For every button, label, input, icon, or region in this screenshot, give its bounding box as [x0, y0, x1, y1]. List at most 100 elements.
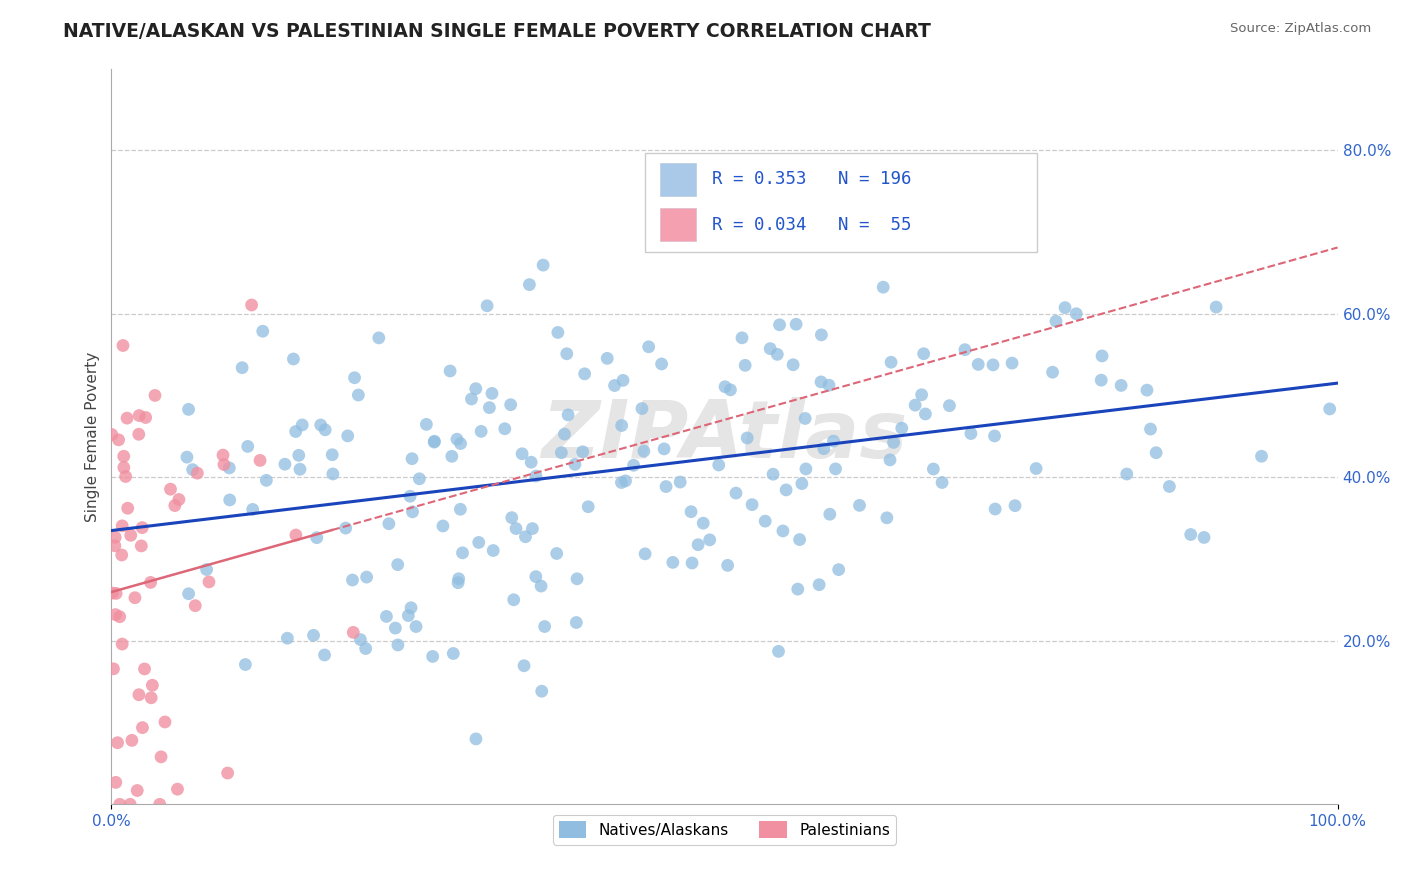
Point — [254, 473, 277, 487]
Point — [478, 401, 501, 415]
Y-axis label: Single Female Poverty: Single Female Poverty — [86, 351, 100, 522]
Point — [167, 492, 190, 507]
Point — [880, 355, 903, 369]
Point — [104, 530, 127, 544]
Point — [872, 280, 894, 294]
Point — [810, 375, 832, 389]
Point — [231, 360, 253, 375]
Point — [565, 615, 588, 630]
Point — [108, 797, 131, 812]
Text: ZIPAtlas: ZIPAtlas — [541, 398, 908, 475]
Point — [107, 433, 129, 447]
Point — [692, 516, 714, 531]
Point — [181, 462, 204, 476]
Point — [1025, 461, 1047, 475]
Point — [735, 431, 758, 445]
Point — [343, 370, 366, 384]
Point — [236, 439, 259, 453]
Point — [610, 418, 633, 433]
Point — [104, 775, 127, 789]
Point — [876, 511, 898, 525]
Text: R = 0.353   N = 196: R = 0.353 N = 196 — [713, 169, 911, 188]
Point — [662, 555, 685, 569]
Point — [150, 749, 173, 764]
Point — [1004, 499, 1026, 513]
Point — [688, 538, 710, 552]
Point — [465, 731, 488, 746]
Point — [818, 378, 841, 392]
Point — [198, 574, 221, 589]
Point — [249, 453, 271, 467]
Point — [342, 573, 364, 587]
Point — [818, 507, 841, 521]
Point — [399, 600, 422, 615]
Point — [460, 392, 482, 406]
Point — [112, 460, 135, 475]
Point — [127, 783, 149, 797]
FancyBboxPatch shape — [659, 162, 696, 196]
Point — [522, 522, 544, 536]
Point — [415, 417, 437, 432]
Point — [571, 444, 593, 458]
Point — [314, 648, 336, 662]
Point — [135, 410, 157, 425]
Point — [879, 453, 901, 467]
Point — [284, 425, 307, 439]
Point — [1144, 446, 1167, 460]
Point — [475, 299, 498, 313]
Point — [449, 502, 471, 516]
Point — [717, 558, 740, 573]
Point — [336, 429, 359, 443]
Point — [1115, 467, 1137, 481]
Point — [124, 591, 146, 605]
Point — [890, 421, 912, 435]
Point — [120, 797, 142, 812]
Point — [347, 388, 370, 402]
Point — [111, 338, 134, 352]
Point — [439, 364, 461, 378]
Point — [235, 657, 257, 672]
Point — [128, 409, 150, 423]
Point — [367, 331, 389, 345]
Point — [610, 475, 633, 490]
Point — [288, 462, 311, 476]
Point — [441, 647, 464, 661]
Point — [217, 766, 239, 780]
Point — [342, 625, 364, 640]
Point — [637, 340, 659, 354]
Point — [108, 609, 131, 624]
Point — [655, 479, 678, 493]
Point — [681, 556, 703, 570]
Point — [464, 382, 486, 396]
Point — [276, 631, 298, 645]
Point — [914, 407, 936, 421]
Point — [111, 519, 134, 533]
Point — [633, 444, 655, 458]
Text: R = 0.034   N =  55: R = 0.034 N = 55 — [713, 216, 911, 234]
Point — [502, 592, 524, 607]
Point — [112, 450, 135, 464]
Point — [322, 467, 344, 481]
Point — [166, 782, 188, 797]
Point — [724, 486, 747, 500]
Point — [848, 499, 870, 513]
Text: Source: ZipAtlas.com: Source: ZipAtlas.com — [1230, 22, 1371, 36]
Point — [785, 318, 807, 332]
Point — [1192, 531, 1215, 545]
Point — [1091, 349, 1114, 363]
Point — [524, 569, 547, 583]
Point — [143, 388, 166, 402]
Point — [652, 442, 675, 456]
Point — [1250, 449, 1272, 463]
Point — [176, 450, 198, 464]
Point — [731, 331, 754, 345]
Point — [139, 575, 162, 590]
Point — [354, 641, 377, 656]
Point — [470, 425, 492, 439]
Point — [515, 530, 537, 544]
Point — [387, 558, 409, 572]
Point — [107, 736, 129, 750]
Point — [794, 462, 817, 476]
Point — [291, 417, 314, 432]
Point — [520, 455, 543, 469]
